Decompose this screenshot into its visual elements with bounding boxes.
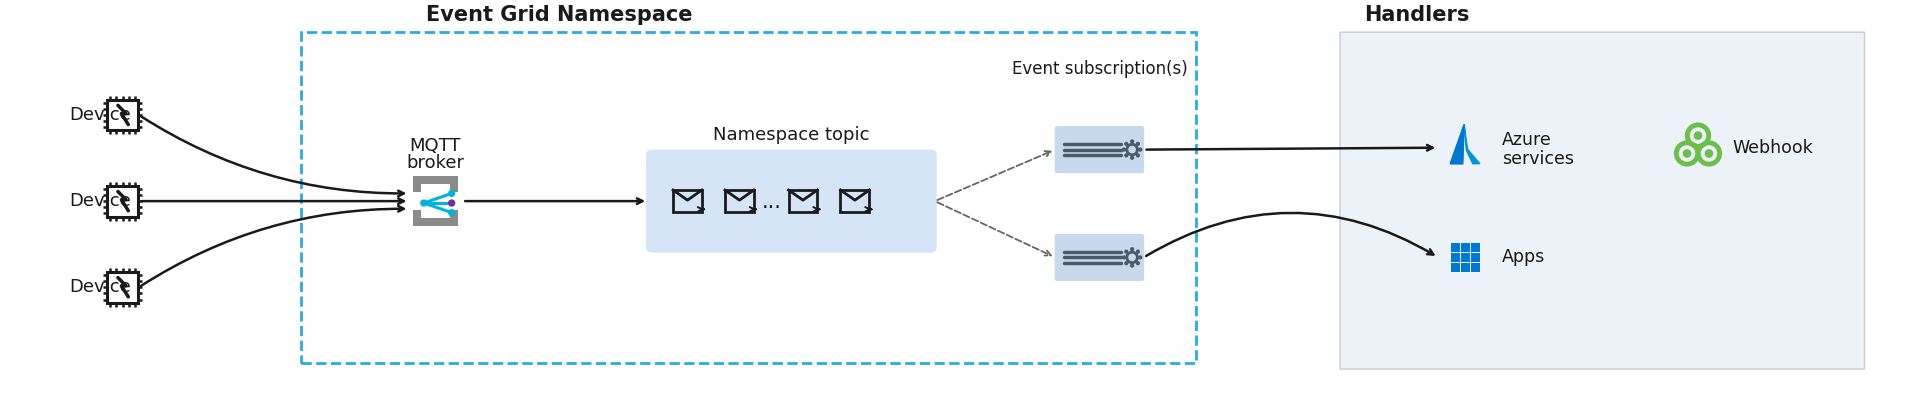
FancyBboxPatch shape [449,210,459,218]
Circle shape [447,209,455,216]
Circle shape [1124,142,1127,146]
Text: Namespace topic: Namespace topic [713,126,870,144]
Circle shape [420,199,428,207]
Text: services: services [1502,150,1573,168]
Circle shape [1126,251,1139,264]
Circle shape [1693,131,1703,140]
Text: Webhook: Webhook [1733,139,1814,157]
Circle shape [1122,147,1126,152]
FancyBboxPatch shape [107,272,138,303]
Circle shape [1124,153,1127,158]
FancyBboxPatch shape [413,218,459,226]
Circle shape [447,190,455,197]
FancyBboxPatch shape [1450,243,1460,252]
Circle shape [447,199,455,207]
FancyBboxPatch shape [646,150,936,253]
Circle shape [1135,250,1141,254]
Circle shape [1684,149,1691,158]
Circle shape [1122,255,1126,259]
FancyBboxPatch shape [413,210,420,218]
Text: ...: ... [761,192,782,212]
FancyBboxPatch shape [1055,126,1145,173]
Polygon shape [1464,125,1479,164]
Circle shape [1139,147,1143,152]
Text: Device: Device [69,278,132,296]
Circle shape [1127,146,1135,154]
Circle shape [1124,250,1127,254]
Circle shape [1135,142,1141,146]
Text: Event Grid Namespace: Event Grid Namespace [426,6,692,26]
Circle shape [1129,263,1135,268]
FancyBboxPatch shape [107,99,138,130]
FancyBboxPatch shape [1055,234,1145,281]
Circle shape [1135,261,1141,265]
Circle shape [1124,261,1127,265]
Circle shape [1139,255,1143,259]
FancyBboxPatch shape [1460,243,1470,252]
Text: Azure: Azure [1502,131,1552,149]
Polygon shape [1450,125,1464,164]
FancyBboxPatch shape [1471,253,1479,262]
Circle shape [1127,253,1135,261]
Circle shape [1129,140,1135,143]
FancyBboxPatch shape [1471,263,1479,272]
Polygon shape [1450,125,1464,164]
FancyBboxPatch shape [1460,263,1470,272]
Text: Device: Device [69,192,132,210]
FancyBboxPatch shape [1450,253,1460,262]
Circle shape [1126,143,1139,156]
Circle shape [1135,153,1141,158]
Circle shape [1129,247,1135,252]
Text: Device: Device [69,106,132,124]
Text: Apps: Apps [1502,248,1544,266]
FancyBboxPatch shape [1471,243,1479,252]
Text: Handlers: Handlers [1364,6,1470,26]
Circle shape [1129,156,1135,160]
FancyBboxPatch shape [1340,32,1865,369]
Text: broker: broker [407,154,464,172]
Text: Event subscription(s): Event subscription(s) [1011,61,1187,79]
Circle shape [1705,149,1714,158]
FancyBboxPatch shape [413,176,459,184]
FancyBboxPatch shape [1460,253,1470,262]
FancyBboxPatch shape [107,186,138,217]
Text: MQTT: MQTT [409,137,461,155]
FancyBboxPatch shape [449,184,459,192]
FancyBboxPatch shape [1450,263,1460,272]
FancyBboxPatch shape [413,184,420,192]
